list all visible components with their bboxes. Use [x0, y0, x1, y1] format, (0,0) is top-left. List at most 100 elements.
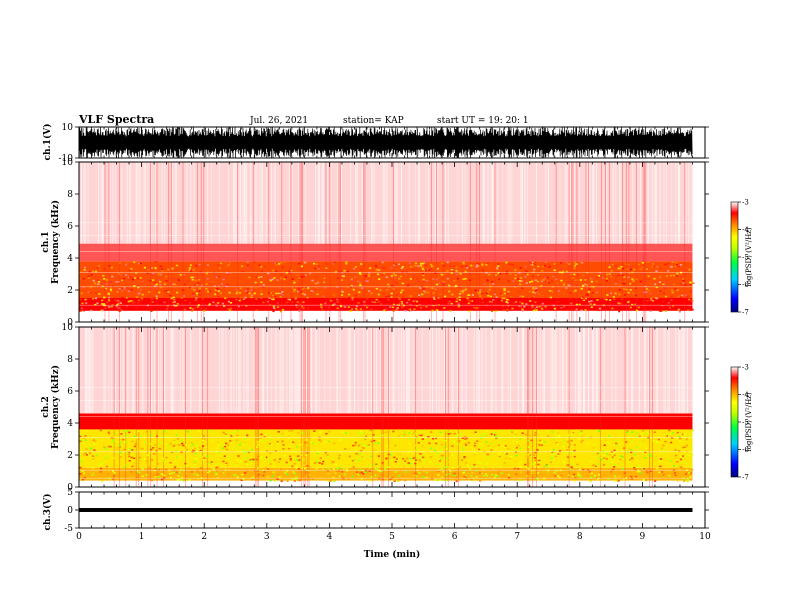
ch2-spectrogram-pixel	[100, 462, 103, 465]
ch2-spectrogram-pixel	[536, 449, 539, 451]
ch1-spectrogram-pixel	[549, 291, 552, 294]
ch2-spectrogram-pixel	[236, 447, 239, 450]
ch1-spectrogram-pixel	[256, 284, 259, 286]
ch1-spectrogram-pixel	[148, 266, 152, 269]
ch1-spectrogram-pixel	[514, 285, 518, 287]
ch2-spectrogram-pixel	[646, 471, 649, 474]
ch2-spectrogram-pixel	[465, 461, 468, 464]
ch2-spectrogram-pixel	[598, 451, 601, 454]
ch1-spectrogram-pixel	[212, 301, 215, 304]
ch2-spectrogram-pixel	[190, 440, 193, 442]
ch2-spectrogram-pixel	[175, 434, 178, 436]
ch1-spectrogram-pixel	[459, 273, 462, 275]
ch1-spectrogram-pixel	[137, 299, 141, 302]
ch1-spectrogram-pixel	[627, 291, 630, 294]
ch1-spectrogram-pixel	[314, 282, 317, 285]
ch2-spectrogram-pixel	[244, 439, 247, 441]
ch2-spectrogram-pixel	[303, 443, 306, 445]
ch2-spectrogram-pixel	[534, 457, 537, 459]
ch1-spectrogram-pixel	[450, 269, 453, 271]
ch2-spectrogram-pixel	[444, 440, 447, 442]
ch2-spectrogram-pixel	[252, 458, 255, 461]
ch1-spectrogram-pixel	[438, 298, 441, 300]
ch2-spectrogram-pixel	[354, 444, 357, 446]
ch1-spectrogram-pixel	[315, 263, 318, 265]
ch1-spectrogram-pixel	[502, 286, 506, 289]
ch2-spectrogram-pixel	[150, 459, 153, 461]
ch1-spectrogram-pixel	[420, 262, 423, 265]
ch2-spectrogram-pixel	[620, 478, 624, 480]
ch1-spectrogram-pixel	[100, 309, 103, 312]
ch1-spectrogram-pixel	[183, 283, 187, 286]
ch1-spectrogram-pixel	[192, 268, 195, 271]
ch2-spectrogram-pixel	[81, 458, 84, 460]
ch2-spectrogram-pixel	[453, 472, 456, 475]
ch2-spectrogram-pixel	[462, 449, 465, 452]
ch1-spectrogram-pixel	[606, 294, 609, 296]
ch2-spectrogram-ytick-label: 2	[67, 451, 73, 461]
ch1-spectrogram-pixel	[104, 307, 107, 309]
ch1-spectrogram-pixel	[668, 307, 672, 309]
ch2-spectrogram-pixel	[254, 468, 257, 471]
ch2-spectrogram-pixel	[590, 472, 593, 475]
ch1-spectrogram-pixel	[457, 304, 460, 306]
ch2-spectrogram-pixel	[176, 456, 179, 459]
ch2-spectrogram-pixel	[394, 456, 398, 459]
ch2-spectrogram-pixel	[131, 449, 134, 451]
ch2-spectrogram-pixel	[507, 433, 510, 435]
ch1-spectrogram-pixel	[634, 287, 637, 290]
ch1-spectrogram-pixel	[655, 270, 658, 272]
ch2-spectrogram-pixel	[631, 440, 634, 442]
ch2-spectrogram-pixel	[210, 429, 213, 432]
ch1-spectrogram-pixel	[278, 292, 281, 295]
ch2-spectrogram-pixel	[83, 476, 86, 479]
ch1-spectrogram-pixel	[432, 292, 435, 294]
ch2-spectrogram-pixel	[193, 473, 196, 476]
ch2-spectrogram-pixel	[257, 473, 261, 476]
ch2-spectrogram-pixel	[169, 461, 172, 464]
ch2-spectrogram-pixel	[484, 461, 487, 463]
ch2-spectrogram-pixel	[686, 480, 689, 483]
ch2-spectrogram-pixel	[648, 468, 651, 470]
ch1-spectrogram-pixel	[205, 288, 208, 290]
ch1-spectrogram-pixel	[137, 277, 140, 280]
ch2-spectrogram-pixel	[685, 462, 688, 464]
ch1-colorbar-tick-label: -5	[742, 254, 749, 262]
ch1-spectrogram-pixel	[525, 270, 528, 273]
ch2-spectrogram-pixel	[387, 430, 390, 433]
ch2-spectrogram-pixel	[476, 440, 479, 442]
ch2-spectrogram-pixel	[598, 453, 601, 456]
ch2-spectrogram-pixel	[179, 468, 183, 471]
ch2-spectrogram-pixel	[152, 447, 155, 449]
ch2-spectrogram-pixel	[331, 461, 334, 464]
ch1-spectrogram-pixel	[80, 292, 83, 295]
ch1-spectrogram-pixel	[531, 264, 534, 266]
ch2-spectrogram-pixel	[486, 430, 489, 433]
ch1-spectrogram-pixel	[431, 309, 434, 312]
ch1-spectrogram-pixel	[290, 269, 293, 272]
ch2-spectrogram-pixel	[327, 480, 330, 482]
ch1-spectrogram-pixel	[291, 278, 294, 280]
ch1-spectrogram-pixel	[421, 293, 424, 296]
ch2-spectrogram-pixel	[352, 466, 355, 468]
ch1-spectrogram-pixel	[155, 297, 158, 300]
ch2-spectrogram-pixel	[505, 457, 508, 459]
ch2-spectrogram-pixel	[626, 461, 629, 463]
ch1-spectrogram-pixel	[94, 292, 97, 294]
ch1-spectrogram-pixel	[370, 292, 373, 295]
ch2-spectrogram-pixel	[277, 448, 280, 450]
ch2-spectrogram-pixel	[246, 444, 249, 447]
ch2-spectrogram-pixel	[683, 433, 686, 435]
ch1-spectrogram-pixel	[547, 262, 550, 264]
ch1-spectrogram-pixel	[566, 272, 569, 275]
ch2-spectrogram-pixel	[608, 453, 611, 456]
ch1-spectrogram-pixel	[415, 300, 419, 303]
ch1-spectrogram-pixel	[689, 282, 692, 284]
ch1-spectrogram-pixel	[275, 270, 278, 273]
ch1-spectrogram-pixel	[223, 305, 226, 307]
ch2-spectrogram-pixel	[388, 455, 391, 457]
ch2-spectrogram-pixel	[567, 441, 570, 443]
ch1-spectrogram-pixel	[170, 297, 173, 300]
ch2-spectrogram-pixel	[277, 431, 280, 433]
ch1-spectrogram-pixel	[251, 294, 254, 296]
